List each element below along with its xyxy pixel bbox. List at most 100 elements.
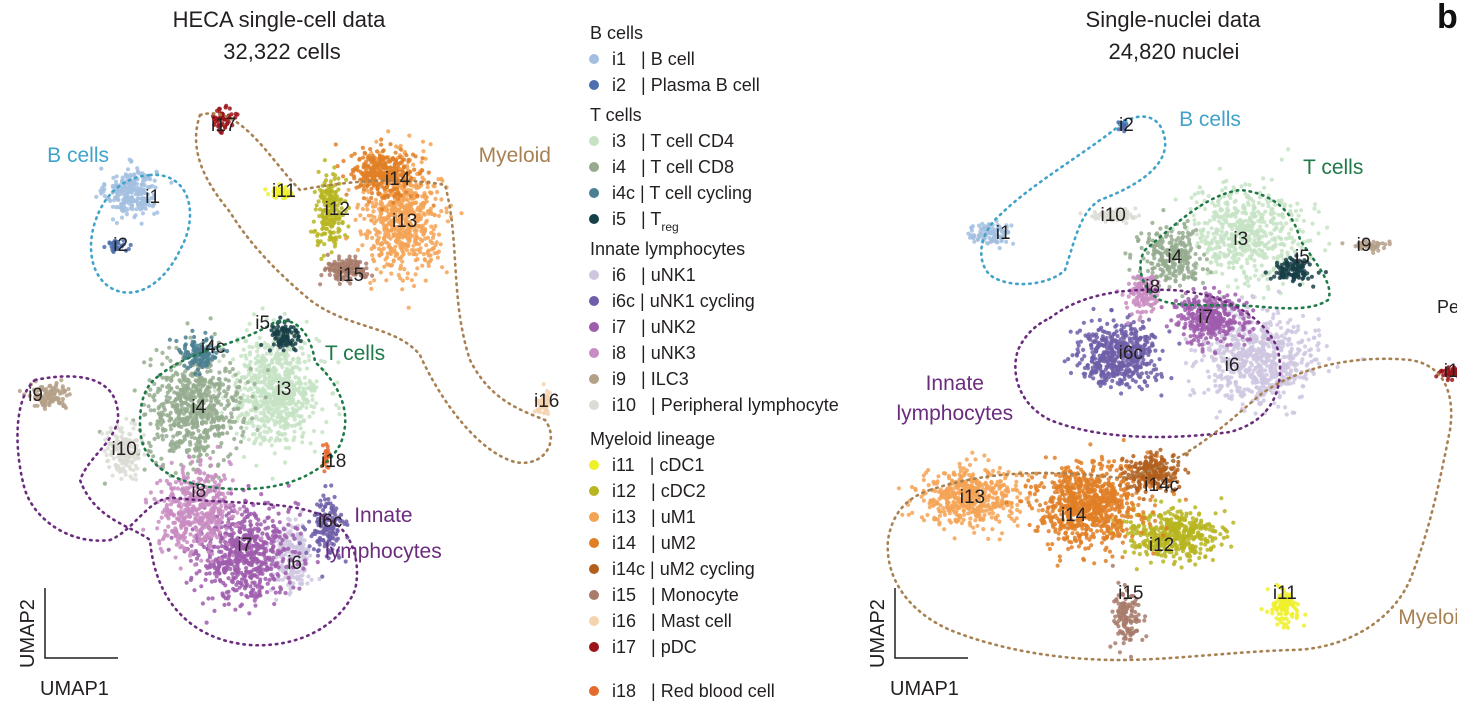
cell-point: [254, 549, 259, 554]
cell-point: [184, 547, 189, 552]
cell-point: [207, 385, 212, 390]
cell-point: [325, 189, 330, 194]
cell-point: [247, 611, 252, 616]
cell-point: [160, 437, 165, 442]
cell-point: [320, 574, 325, 579]
cell-point: [212, 608, 217, 614]
cell-point: [400, 235, 405, 240]
cell-point: [379, 207, 384, 212]
cell-point: [112, 238, 117, 243]
cell-point: [266, 363, 271, 368]
cell-point: [297, 421, 303, 426]
cell-point: [271, 576, 276, 581]
cell-point: [237, 400, 242, 405]
cell-point: [272, 601, 277, 607]
cell-point: [226, 386, 231, 392]
cell-point: [17, 388, 22, 394]
cell-point: [148, 421, 153, 426]
cell-point: [256, 353, 261, 358]
cell-point: [207, 516, 213, 521]
cell-point: [162, 407, 167, 413]
cell-point: [137, 448, 142, 453]
cell-point: [167, 345, 172, 350]
cell-point: [256, 358, 261, 363]
cell-point: [409, 247, 415, 253]
cell-point: [150, 184, 155, 189]
cell-point: [198, 443, 203, 448]
cell-point: [169, 460, 174, 465]
cell-point: [219, 402, 224, 407]
cell-point: [188, 442, 193, 447]
cell-point: [235, 523, 240, 528]
cell-point: [424, 199, 429, 204]
cell-point: [269, 562, 274, 567]
cell-point: [322, 180, 327, 185]
cell-point: [148, 449, 153, 454]
cell-point: [110, 217, 116, 222]
cell-point: [288, 590, 293, 595]
cell-point: [225, 596, 230, 601]
cell-point: [271, 325, 277, 330]
cell-point: [178, 545, 183, 550]
cell-point: [239, 425, 244, 430]
cell-point: [173, 555, 178, 560]
cell-point: [110, 204, 115, 209]
cell-point: [414, 252, 419, 257]
cell-point: [267, 438, 272, 443]
cell-point: [247, 562, 252, 567]
cell-point: [314, 203, 319, 208]
cell-point: [188, 558, 193, 563]
cell-point: [203, 439, 208, 444]
cell-point: [323, 231, 328, 236]
cell-point: [275, 351, 280, 356]
cell-point: [282, 311, 287, 316]
cell-point: [248, 386, 253, 391]
cell-point: [307, 553, 313, 558]
cell-point: [64, 393, 69, 398]
cell-point: [177, 378, 182, 383]
cell-point: [219, 410, 224, 415]
cell-point: [315, 232, 320, 237]
cell-point: [259, 342, 264, 348]
cell-point: [278, 585, 283, 590]
cell-point: [224, 415, 229, 420]
cell-point: [60, 386, 65, 391]
cell-point: [268, 380, 274, 385]
cell-point: [200, 383, 206, 388]
cell-point: [363, 274, 368, 279]
cell-point: [171, 434, 176, 439]
cell-point: [276, 573, 281, 579]
cell-point: [254, 463, 259, 468]
cell-point: [244, 328, 249, 333]
cell-point: [288, 341, 293, 346]
cell-point: [334, 237, 339, 242]
cell-point: [216, 433, 222, 439]
cell-point: [190, 339, 195, 344]
cell-point: [382, 195, 387, 200]
cell-point: [107, 240, 112, 245]
cell-point: [273, 564, 278, 569]
cell-point: [334, 402, 339, 408]
cell-point: [400, 204, 405, 209]
cell-point: [303, 381, 308, 386]
cell-point: [272, 367, 277, 372]
cell-point: [148, 387, 153, 392]
cell-point: [216, 377, 221, 382]
cell-point: [191, 539, 196, 544]
cell-point: [176, 517, 181, 522]
cell-point: [151, 454, 156, 459]
cell-point: [308, 229, 314, 234]
cell-point: [286, 522, 291, 527]
cell-point: [260, 531, 265, 536]
cell-point: [276, 412, 281, 418]
cell-point: [246, 570, 251, 575]
cell-point: [316, 240, 321, 245]
cell-point: [373, 227, 378, 232]
cell-point: [140, 179, 146, 184]
cell-point: [234, 431, 239, 436]
cell-point: [298, 338, 303, 344]
cell-point: [192, 534, 197, 539]
cell-point: [400, 278, 405, 283]
cell-point: [263, 526, 268, 531]
